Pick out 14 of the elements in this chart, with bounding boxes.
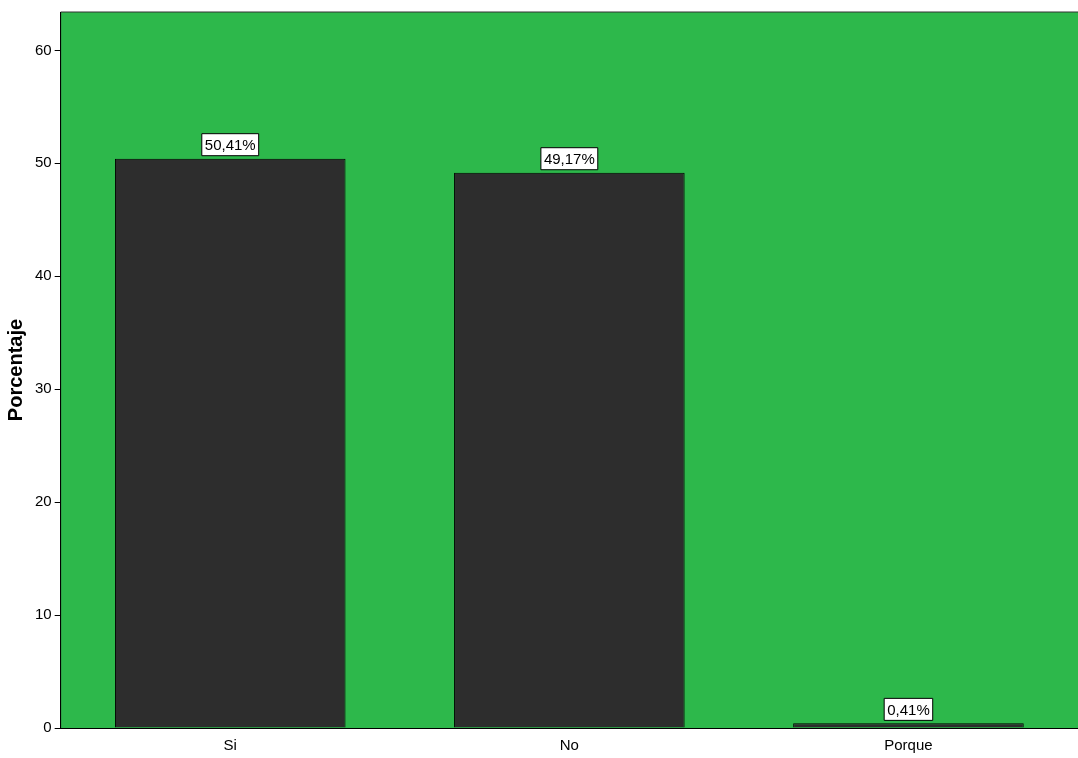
x-tick-label: Si — [223, 736, 237, 754]
y-tick-label: 0 — [43, 718, 52, 736]
y-axis-title: Porcentaje — [3, 318, 26, 422]
y-tick-label: 30 — [35, 379, 52, 397]
data-label: 0,41% — [887, 700, 930, 718]
y-tick-label: 10 — [35, 605, 52, 623]
data-label: 49,17% — [543, 149, 595, 167]
x-tick-label: Porque — [884, 736, 933, 754]
y-tick-label: 50 — [35, 153, 52, 171]
y-tick-label: 60 — [35, 40, 52, 58]
x-tick-label: No — [559, 736, 579, 754]
y-tick-label: 20 — [35, 492, 52, 510]
data-label: 50,41% — [204, 135, 256, 153]
y-tick-label: 40 — [35, 266, 52, 284]
